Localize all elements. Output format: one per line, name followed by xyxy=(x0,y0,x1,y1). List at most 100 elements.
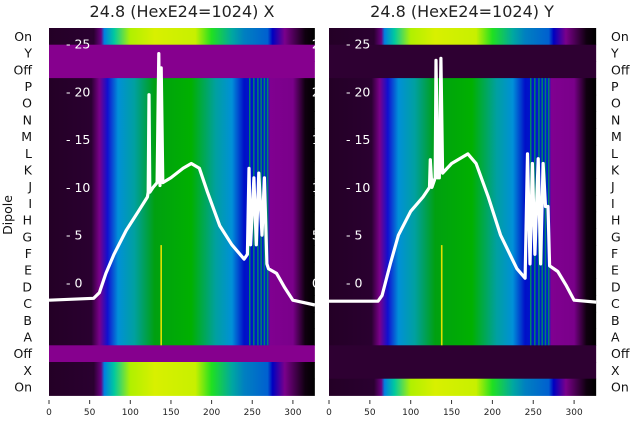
row-label: N xyxy=(23,112,32,127)
heatmap-row xyxy=(49,44,315,62)
heatmap-row xyxy=(49,28,315,46)
x-tick-label: 250 xyxy=(244,408,261,418)
heatmap-row xyxy=(49,311,315,330)
overlay-y-tick-label: - 20 xyxy=(66,84,90,99)
x-tick-label: 200 xyxy=(203,408,220,418)
overlay-trace-line xyxy=(329,56,597,304)
heatmap-row xyxy=(329,328,597,346)
row-label: K xyxy=(24,162,33,177)
row-label: H xyxy=(23,213,32,228)
heatmap-row xyxy=(49,94,315,112)
heatmap-row xyxy=(329,94,597,112)
row-label: Y xyxy=(23,46,32,61)
row-label: G xyxy=(611,229,621,244)
heatmap-row xyxy=(329,261,597,279)
row-label: Off xyxy=(611,346,630,361)
right-panel-title: 24.8 (HexE24=1024) Y xyxy=(370,2,554,21)
heatmap-streak xyxy=(440,245,443,346)
overlay-y-tick-label: - 15 xyxy=(66,132,90,147)
overlay-y2-tick-label: 5 xyxy=(312,228,320,243)
overlay-y-tick-label: - 20 xyxy=(346,84,370,99)
row-label: I xyxy=(611,196,615,211)
row-label: F xyxy=(25,246,32,261)
row-label: J xyxy=(27,179,32,194)
heatmap-row xyxy=(49,128,315,146)
x-tick-label: 300 xyxy=(566,408,583,418)
x-tick-label: 50 xyxy=(84,408,96,418)
overlay-y2-tick-label: 15 xyxy=(312,132,328,147)
heatmap-row xyxy=(329,362,597,380)
heatmap-row xyxy=(49,378,315,396)
heatmap-row xyxy=(49,61,315,79)
heatmap-row xyxy=(329,228,597,246)
heatmap-row xyxy=(49,245,315,263)
row-label: On xyxy=(611,29,629,44)
row-label: B xyxy=(23,313,32,328)
overlay-y2-tick-label: 0 xyxy=(312,276,320,291)
heatmap-row xyxy=(329,144,597,163)
row-label: C xyxy=(23,296,32,311)
x-tick-label: 50 xyxy=(364,408,376,418)
heatmap-row xyxy=(329,61,597,79)
row-label: M xyxy=(21,129,32,144)
row-label: H xyxy=(611,213,620,228)
heatmap-row xyxy=(49,278,315,296)
heatmap-row xyxy=(329,378,597,396)
overlay-y2-tick-label: 10 xyxy=(312,180,328,195)
row-label: L xyxy=(25,146,32,161)
row-label: Off xyxy=(14,346,33,361)
row-label: J xyxy=(610,179,615,194)
x-tick-label: 100 xyxy=(402,408,419,418)
row-label: O xyxy=(22,96,32,111)
row-label: O xyxy=(611,96,621,111)
overlay-y-tick-label: - 10 xyxy=(346,180,370,195)
row-label: Off xyxy=(14,62,33,77)
y-axis-label: Dipole xyxy=(0,195,15,235)
row-label: A xyxy=(23,329,32,344)
row-label: D xyxy=(22,279,32,294)
heatmap-row xyxy=(49,328,315,346)
row-label: Off xyxy=(611,62,630,77)
heatmap-row xyxy=(329,245,597,263)
row-label: P xyxy=(24,79,32,94)
overlay-y-tick-label: - 15 xyxy=(346,132,370,147)
heatmap-row xyxy=(329,128,597,146)
heatmap-row xyxy=(329,295,597,313)
row-label: F xyxy=(611,246,618,261)
row-label: I xyxy=(28,196,32,211)
heatmap-row xyxy=(329,195,597,213)
row-label: E xyxy=(24,263,32,278)
row-label: N xyxy=(611,112,620,127)
heatmap-row xyxy=(329,28,597,46)
row-label: C xyxy=(611,296,620,311)
x-tick-label: 150 xyxy=(162,408,179,418)
heatmap-row xyxy=(49,111,315,129)
overlay-y-tick-label: - 5 xyxy=(346,228,362,243)
overlay-y2-tick-label: 20 xyxy=(312,84,328,99)
x-tick-label: 250 xyxy=(525,408,542,418)
heatmap-row xyxy=(329,78,597,96)
x-tick-label: 0 xyxy=(46,408,52,418)
heatmap-row xyxy=(49,345,315,363)
heatmap-row xyxy=(49,144,315,163)
heatmap-row xyxy=(49,78,315,96)
row-label: E xyxy=(611,263,619,278)
heatmap-streak xyxy=(266,78,269,346)
x-tick-label: 0 xyxy=(326,408,332,418)
overlay-y-tick-label: - 0 xyxy=(346,276,362,291)
left-panel-title: 24.8 (HexE24=1024) X xyxy=(90,2,275,21)
heatmap-row xyxy=(49,261,315,279)
row-label: G xyxy=(22,229,32,244)
heatmap-streak xyxy=(544,78,547,346)
heatmap-row xyxy=(329,345,597,363)
heatmap-row xyxy=(329,44,597,62)
x-tick-label: 200 xyxy=(484,408,501,418)
heatmap-row xyxy=(329,111,597,129)
overlay-y-tick-label: - 25 xyxy=(66,37,90,52)
overlay-y2-tick-label: 25 xyxy=(312,37,328,52)
heatmap-row xyxy=(49,362,315,380)
row-label: M xyxy=(611,129,622,144)
